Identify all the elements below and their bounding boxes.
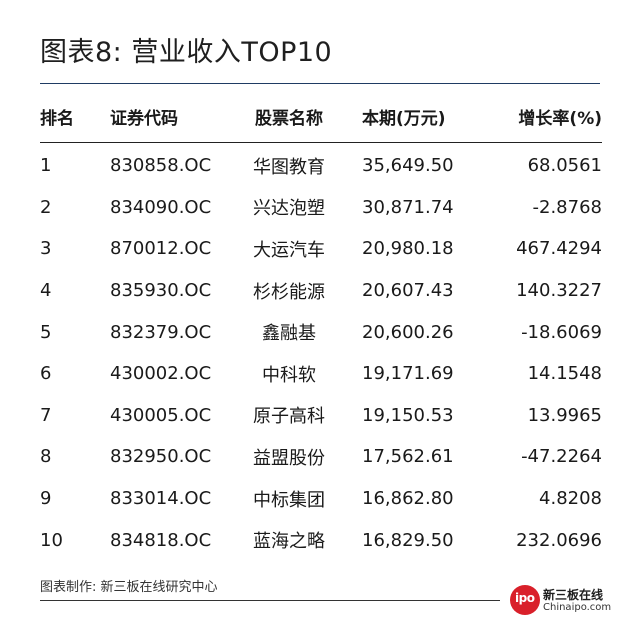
- cell-growth: 232.0696: [516, 529, 602, 551]
- cell-code: 833014.OC: [110, 488, 212, 510]
- header-code: 证券代码: [110, 90, 230, 143]
- cell-name: 鑫融基: [262, 323, 316, 345]
- cell-rank: 7: [40, 404, 52, 426]
- cell-rank: 5: [40, 321, 52, 343]
- brand-logo: ipo 新三板在线 Chinaipo.com: [510, 582, 620, 622]
- table-header-row: 排名 证券代码 股票名称 本期(万元) 增长率(%): [40, 90, 602, 143]
- cell-rank: 3: [40, 238, 52, 260]
- table-row: 5 832379.OC 鑫融基 20,600.26 -18.6069: [40, 311, 602, 353]
- cell-code: 832950.OC: [110, 446, 212, 468]
- header-name: 股票名称: [230, 90, 348, 143]
- cell-code: 830858.OC: [110, 155, 212, 177]
- cell-growth: -18.6069: [521, 321, 602, 343]
- table-row: 8 832950.OC 益盟股份 17,562.61 -47.2264: [40, 436, 602, 478]
- logo-mark: [510, 585, 540, 615]
- cell-code: 832379.OC: [110, 321, 212, 343]
- cell-rank: 2: [40, 196, 52, 218]
- cell-rank: 4: [40, 280, 52, 302]
- table-row: 3 870012.OC 大运汽车 20,980.18 467.4294: [40, 228, 602, 270]
- cell-revenue: 17,562.61: [362, 446, 454, 468]
- cell-name: 大运汽车: [253, 239, 325, 261]
- cell-code: 834818.OC: [110, 529, 212, 551]
- cell-growth: 140.3227: [516, 280, 602, 302]
- cell-growth: 467.4294: [516, 238, 602, 260]
- cell-code: 430002.OC: [110, 363, 212, 385]
- cell-revenue: 20,980.18: [362, 238, 454, 260]
- cell-rank: 9: [40, 488, 52, 510]
- cell-revenue: 20,607.43: [362, 280, 454, 302]
- cell-name: 中科软: [262, 364, 316, 386]
- cell-revenue: 30,871.74: [362, 196, 454, 218]
- cell-growth: -47.2264: [521, 446, 602, 468]
- cell-name: 中标集团: [253, 489, 325, 511]
- cell-growth: 13.9965: [527, 404, 602, 426]
- header-rank: 排名: [40, 90, 110, 143]
- logo-name-cn: 新三板在线: [543, 588, 604, 602]
- table-row: 4 835930.OC 杉杉能源 20,607.43 140.3227: [40, 270, 602, 312]
- source-note: 图表制作: 新三板在线研究中心: [40, 580, 218, 595]
- cell-revenue: 19,171.69: [362, 363, 454, 385]
- cell-growth: 4.8208: [539, 488, 602, 510]
- cell-name: 原子高科: [253, 406, 325, 428]
- cell-rank: 8: [40, 446, 52, 468]
- cell-rank: 6: [40, 363, 52, 385]
- table-row: 9 833014.OC 中标集团 16,862.80 4.8208: [40, 478, 602, 520]
- table-row: 7 430005.OC 原子高科 19,150.53 13.9965: [40, 395, 602, 437]
- cell-name: 华图教育: [253, 156, 325, 178]
- cell-rank: 10: [40, 529, 63, 551]
- header-growth: 增长率(%): [482, 90, 602, 143]
- cell-name: 兴达泡塑: [253, 198, 325, 220]
- cell-growth: -2.8768: [532, 196, 602, 218]
- cell-growth: 14.1548: [527, 363, 602, 385]
- cell-revenue: 20,600.26: [362, 321, 454, 343]
- cell-name: 杉杉能源: [253, 281, 325, 303]
- table-row: 10 834818.OC 蓝海之略 16,829.50 232.0696: [40, 519, 602, 561]
- cell-rank: 1: [40, 155, 52, 177]
- table-row: 2 834090.OC 兴达泡塑 30,871.74 -2.8768: [40, 187, 602, 229]
- header-revenue: 本期(万元): [348, 90, 482, 143]
- cell-name: 蓝海之略: [253, 531, 325, 553]
- top10-revenue-table: 排名 证券代码 股票名称 本期(万元) 增长率(%) 1 830858.OC 华…: [40, 90, 602, 561]
- logo-name-en: Chinaipo.com: [543, 602, 612, 613]
- bottom-divider: [40, 600, 500, 601]
- chart-title: 图表8: 营业收入TOP10: [40, 37, 333, 68]
- table-row: 6 430002.OC 中科软 19,171.69 14.1548: [40, 353, 602, 395]
- cell-revenue: 16,829.50: [362, 529, 454, 551]
- cell-code: 870012.OC: [110, 238, 212, 260]
- cell-revenue: 16,862.80: [362, 488, 454, 510]
- top-divider: [40, 83, 600, 84]
- cell-code: 835930.OC: [110, 280, 212, 302]
- cell-growth: 68.0561: [527, 155, 602, 177]
- cell-code: 430005.OC: [110, 404, 212, 426]
- logo-mark-text: ipo: [515, 591, 535, 605]
- cell-code: 834090.OC: [110, 196, 212, 218]
- table-row: 1 830858.OC 华图教育 35,649.50 68.0561: [40, 143, 602, 187]
- cell-revenue: 19,150.53: [362, 404, 454, 426]
- cell-revenue: 35,649.50: [362, 155, 454, 177]
- cell-name: 益盟股份: [253, 447, 325, 469]
